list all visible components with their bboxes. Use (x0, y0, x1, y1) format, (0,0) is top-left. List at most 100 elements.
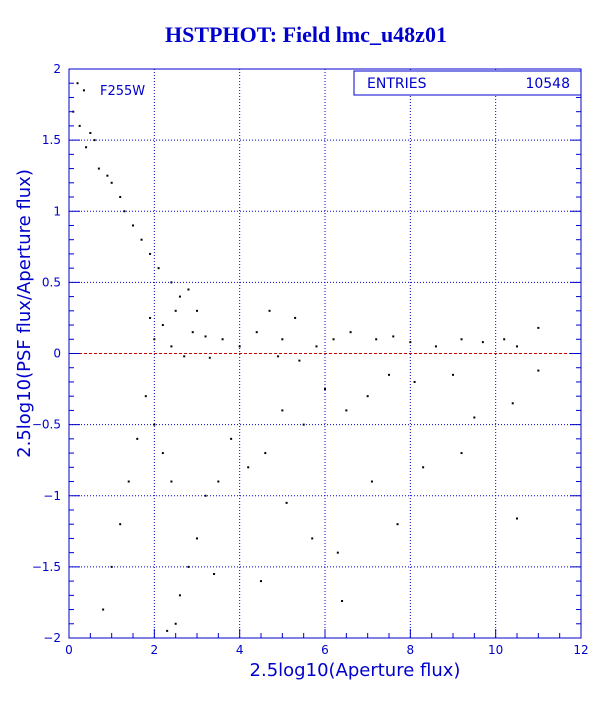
data-point-64 (127, 480, 130, 483)
data-point-80 (511, 402, 514, 405)
data-point-3 (78, 124, 81, 127)
y-tick-label-3: −0.5 (32, 418, 61, 432)
y-tick-label-4: 0 (53, 347, 61, 361)
data-point-62 (144, 395, 147, 398)
data-point-78 (460, 452, 463, 455)
data-point-15 (157, 267, 160, 270)
data-point-40 (503, 338, 506, 341)
data-point-69 (174, 622, 177, 625)
data-point-11 (123, 210, 126, 213)
x-tick-label-2: 4 (236, 643, 244, 657)
data-point-36 (409, 341, 412, 344)
data-point-18 (187, 288, 190, 291)
data-point-47 (345, 409, 348, 412)
y-tick-label-6: 1 (53, 204, 61, 218)
data-point-65 (119, 523, 122, 526)
y-tick-label-2: −1 (43, 489, 61, 503)
data-point-81 (516, 517, 518, 520)
data-point-70 (213, 572, 216, 575)
axis-ticks: 0 2 4 6 8 10 12 −2 −1.5 −1 −0.5 0 0.5 1 1.5 2 (32, 62, 589, 657)
chart-title: HSTPHOT: Field lmc_u48z01 (165, 22, 447, 47)
data-point-82 (537, 369, 540, 372)
data-point-12 (132, 224, 134, 227)
data-point-25 (221, 338, 224, 341)
data-point-57 (187, 565, 190, 568)
data-point-33 (349, 331, 352, 334)
data-point-43 (452, 373, 454, 376)
data-point-71 (260, 580, 262, 583)
x-tick-label-0: 0 (65, 643, 73, 657)
data-point-37 (434, 345, 437, 348)
data-point-16 (170, 281, 173, 284)
data-point-77 (422, 466, 425, 469)
data-point-5 (93, 139, 96, 142)
stats-box: ENTRIES 10548 (353, 70, 582, 96)
data-point-51 (264, 452, 267, 455)
data-point-54 (217, 480, 220, 483)
data-point-44 (413, 380, 416, 383)
grid (69, 69, 581, 638)
data-point-87 (208, 356, 211, 359)
data-point-66 (110, 565, 113, 568)
data-point-28 (268, 309, 271, 312)
data-point-24 (204, 335, 207, 338)
stats-label: ENTRIES (367, 76, 427, 92)
x-tick-label-5: 10 (488, 643, 503, 657)
data-point-75 (370, 480, 373, 483)
data-point-48 (324, 388, 326, 391)
y-tick-label-0: −2 (43, 631, 61, 645)
data-point-60 (161, 452, 164, 455)
data-point-41 (516, 345, 518, 348)
y-tick-label-7: 1.5 (42, 133, 61, 147)
data-point-21 (161, 324, 164, 327)
data-point-86 (183, 355, 186, 358)
data-point-73 (311, 537, 314, 540)
data-point-13 (140, 238, 143, 241)
y-tick-label-5: 0.5 (42, 275, 61, 289)
data-point-58 (178, 594, 181, 597)
data-point-8 (106, 174, 109, 177)
y-axis-title: 2.5log10(PSF flux/Aperture flux) (14, 169, 35, 458)
data-point-10 (119, 196, 122, 199)
data-point-85 (277, 355, 280, 358)
data-point-52 (247, 466, 250, 469)
data-point-38 (460, 338, 463, 341)
data-point-26 (238, 345, 241, 348)
data-point-88 (149, 316, 152, 319)
data-point-1 (82, 89, 85, 92)
data-point-23 (170, 345, 173, 348)
stats-value: 10548 (525, 76, 570, 92)
data-point-35 (392, 335, 395, 338)
data-point-27 (255, 331, 258, 334)
data-point-72 (285, 501, 288, 504)
data-point-9 (110, 181, 113, 184)
data-point-83 (341, 600, 344, 603)
data-point-50 (281, 409, 284, 412)
x-axis-title: 2.5log10(Aperture flux) (250, 660, 461, 681)
data-point-39 (481, 341, 484, 344)
data-point-45 (388, 373, 390, 376)
data-point-42 (537, 326, 540, 329)
data-point-30 (294, 316, 297, 319)
data-point-67 (102, 608, 105, 611)
data-point-68 (166, 629, 169, 632)
data-point-0 (76, 82, 79, 85)
data-point-63 (136, 437, 139, 440)
x-tick-label-4: 8 (407, 643, 415, 657)
data-point-76 (396, 523, 399, 526)
data-point-19 (196, 309, 198, 312)
x-tick-label-3: 6 (321, 643, 329, 657)
filter-label: F255W (100, 84, 145, 99)
data-point-34 (375, 338, 378, 341)
x-tick-label-1: 2 (151, 643, 159, 657)
data-point-59 (170, 480, 173, 483)
data-point-61 (153, 423, 156, 426)
points (72, 82, 540, 632)
data-point-20 (174, 309, 177, 312)
data-point-53 (230, 437, 233, 440)
data-point-74 (336, 551, 339, 554)
data-point-29 (281, 338, 284, 341)
data-point-56 (196, 537, 198, 540)
data-point-32 (332, 338, 335, 341)
